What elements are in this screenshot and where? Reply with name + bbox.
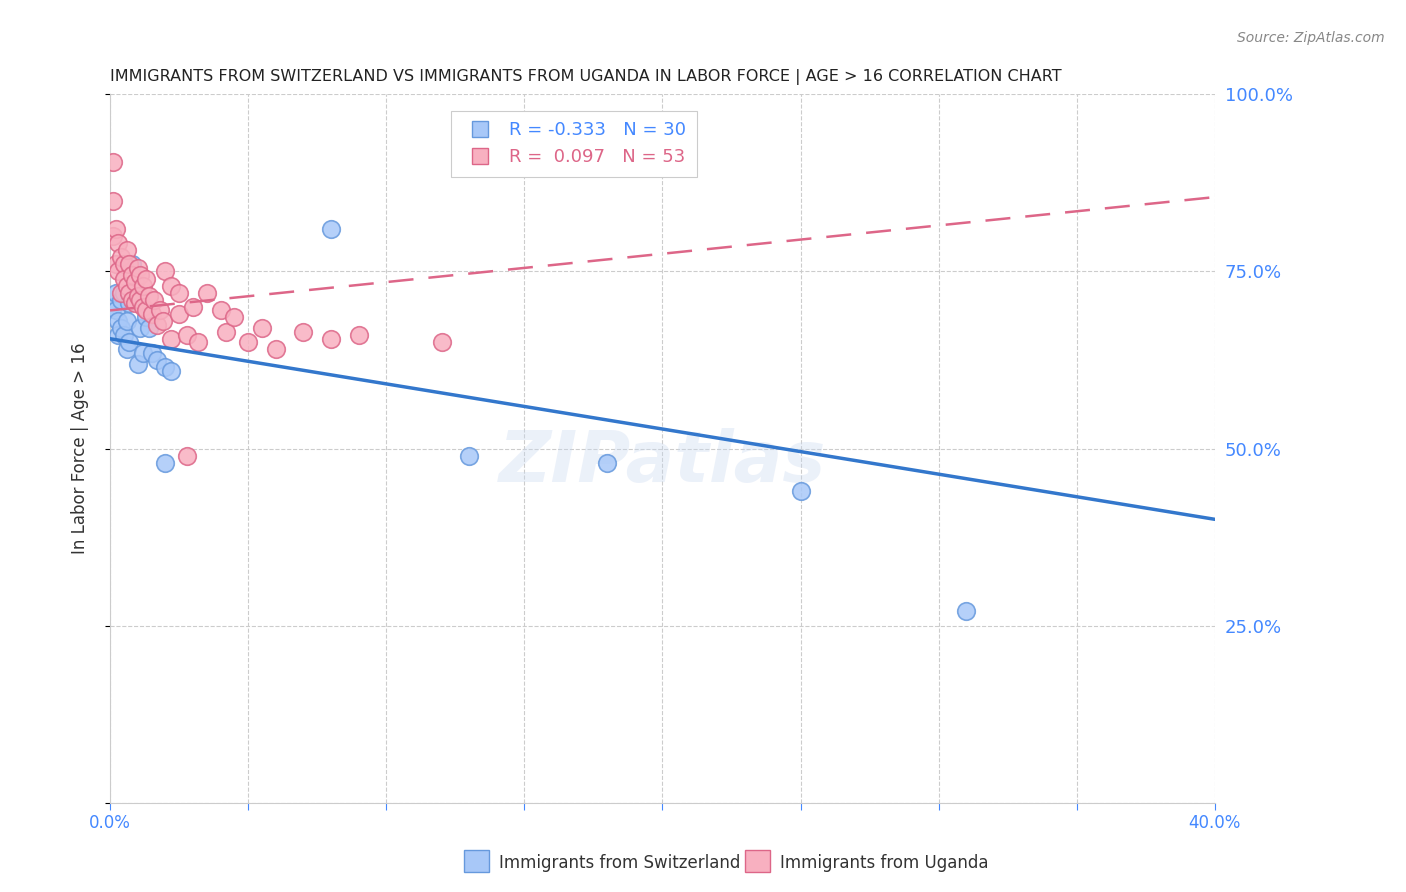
Point: [155, 264, 177, 278]
Point: [135, 271, 157, 285]
Text: ZIPatlas: ZIPatlas: [499, 428, 827, 497]
Y-axis label: In Labor Force | Age > 16: In Labor Force | Age > 16: [72, 343, 89, 554]
Point: [121, 293, 143, 307]
Point: [101, 194, 124, 208]
Point: [458, 449, 481, 463]
Point: [112, 328, 135, 343]
Point: [129, 268, 152, 282]
Point: [110, 250, 132, 264]
Point: [132, 346, 155, 360]
Point: [118, 335, 141, 350]
Point: [319, 332, 342, 346]
Point: [146, 353, 169, 368]
Point: [124, 293, 146, 307]
Point: [104, 303, 127, 318]
Point: [596, 456, 619, 470]
Point: [264, 343, 287, 357]
Point: [110, 321, 132, 335]
Point: [115, 314, 138, 328]
Point: [118, 257, 141, 271]
Point: [112, 285, 135, 300]
Point: [115, 343, 138, 357]
Point: [129, 321, 152, 335]
Point: [319, 222, 342, 236]
Point: [121, 257, 143, 271]
Point: [347, 328, 370, 343]
Point: [146, 318, 169, 332]
Point: [107, 314, 129, 328]
Point: [118, 296, 141, 310]
Point: [160, 332, 183, 346]
Point: [107, 264, 129, 278]
Point: [110, 285, 132, 300]
Point: [195, 285, 218, 300]
Point: [430, 335, 453, 350]
Point: [138, 289, 160, 303]
Point: [110, 293, 132, 307]
Point: [181, 300, 204, 314]
Point: [238, 335, 260, 350]
Point: [112, 257, 135, 271]
Point: [176, 449, 198, 463]
Point: [176, 328, 198, 343]
Point: [107, 236, 129, 251]
Point: [118, 285, 141, 300]
Point: [127, 260, 149, 275]
Point: [121, 268, 143, 282]
Point: [789, 483, 811, 498]
Point: [132, 278, 155, 293]
Point: [160, 278, 183, 293]
Point: [115, 244, 138, 258]
Point: [160, 363, 183, 377]
Point: [115, 278, 138, 293]
Point: [124, 296, 146, 310]
Point: [250, 321, 273, 335]
Point: [167, 307, 190, 321]
Point: [152, 314, 174, 328]
Point: [141, 307, 163, 321]
Point: [155, 360, 177, 375]
Point: [135, 310, 157, 325]
Point: [135, 303, 157, 318]
Point: [124, 275, 146, 289]
Point: [143, 293, 166, 307]
Point: [112, 271, 135, 285]
Point: [104, 285, 127, 300]
Text: Immigrants from Uganda: Immigrants from Uganda: [780, 855, 988, 872]
Point: [104, 257, 127, 271]
Text: Source: ZipAtlas.com: Source: ZipAtlas.com: [1237, 31, 1385, 45]
Text: Immigrants from Switzerland: Immigrants from Switzerland: [499, 855, 741, 872]
Point: [167, 285, 190, 300]
Point: [104, 222, 127, 236]
Point: [187, 335, 209, 350]
Point: [955, 604, 977, 618]
Point: [138, 321, 160, 335]
Point: [155, 456, 177, 470]
Text: IMMIGRANTS FROM SWITZERLAND VS IMMIGRANTS FROM UGANDA IN LABOR FORCE | AGE > 16 : IMMIGRANTS FROM SWITZERLAND VS IMMIGRANT…: [110, 69, 1062, 85]
Point: [127, 289, 149, 303]
Legend: R = -0.333   N = 30, R =  0.097   N = 53: R = -0.333 N = 30, R = 0.097 N = 53: [451, 111, 697, 178]
Point: [224, 310, 246, 325]
Point: [215, 325, 238, 339]
Point: [141, 346, 163, 360]
Point: [101, 300, 124, 314]
Point: [107, 328, 129, 343]
Point: [132, 300, 155, 314]
Point: [149, 303, 172, 318]
Point: [209, 303, 232, 318]
Point: [129, 293, 152, 307]
Point: [101, 229, 124, 244]
Point: [101, 154, 124, 169]
Point: [292, 325, 315, 339]
Point: [127, 357, 149, 371]
